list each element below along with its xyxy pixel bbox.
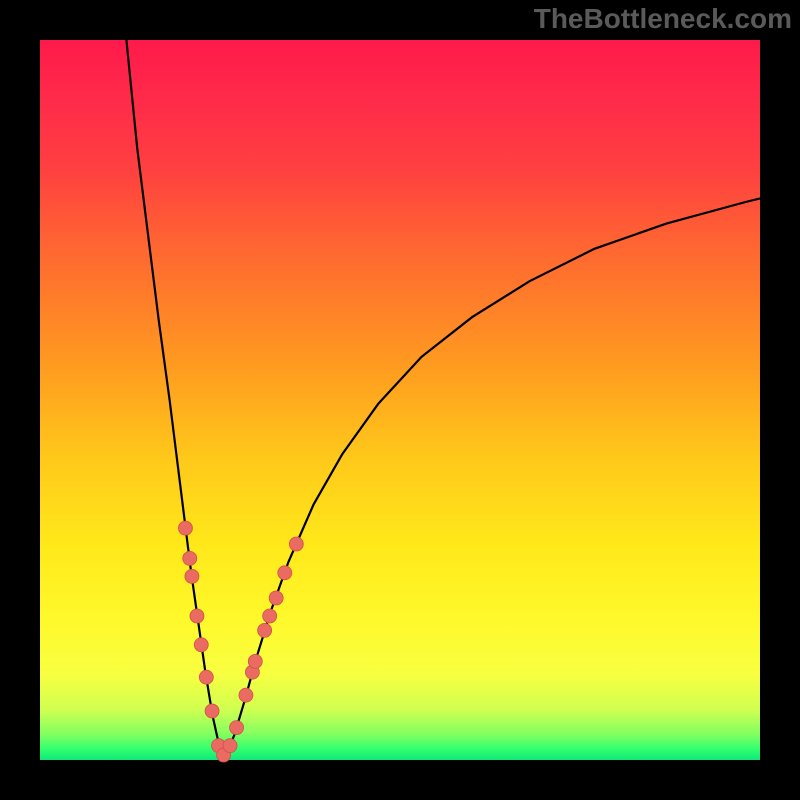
scatter-dot [289,537,303,551]
scatter-dot [178,521,192,535]
scatter-dot [194,638,208,652]
scatter-dot [258,623,272,637]
scatter-dot [190,609,204,623]
scatter-dot [230,721,244,735]
scatter-dot [278,566,292,580]
bottleneck-chart: TheBottleneck.com [0,0,800,800]
scatter-dot [183,551,197,565]
scatter-dot [239,688,253,702]
scatter-dot [185,569,199,583]
scatter-dot [199,670,213,684]
plot-area [40,40,760,762]
scatter-dot [223,739,237,753]
plot-background-gradient [40,40,760,760]
watermark-text: TheBottleneck.com [534,3,792,34]
scatter-dot [205,704,219,718]
scatter-dot [248,654,262,668]
scatter-dot [269,591,283,605]
scatter-dot [263,609,277,623]
